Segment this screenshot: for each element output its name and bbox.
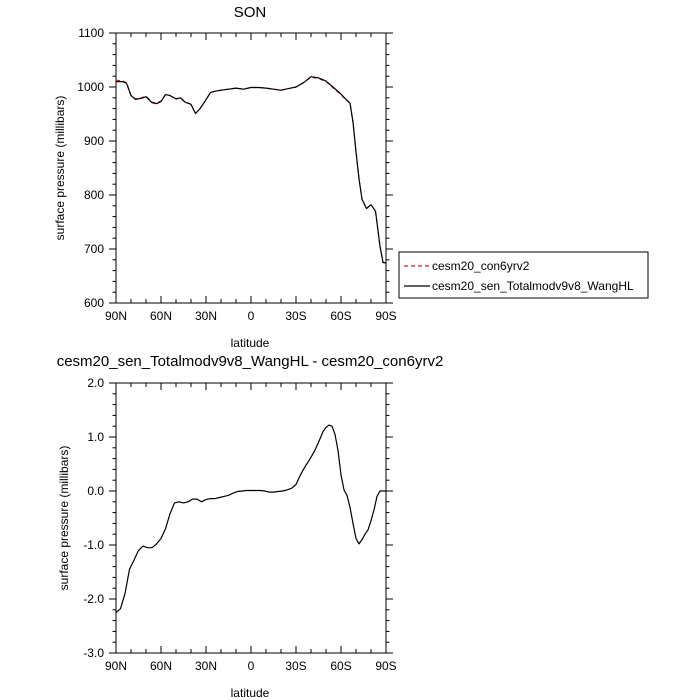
bottom-chart-xlabel: latitude — [231, 686, 270, 700]
bottom-chart-ylabel: surface pressure (millibars) — [57, 446, 71, 591]
legend-box — [398, 251, 649, 299]
bottom-xtick-label-3: 0 — [248, 659, 255, 673]
top-ytick-label-1: 700 — [84, 242, 104, 256]
top-series-line-1 — [116, 76, 387, 264]
top-xtick-label-3: 0 — [248, 309, 255, 323]
top-chart-title: SON — [234, 4, 267, 21]
bottom-plot-frame — [115, 382, 387, 654]
top-series-line-2 — [116, 76, 387, 264]
bottom-ytick-label-4: 1.0 — [87, 430, 104, 444]
bottom-chart-title: cesm20_sen_Totalmodv9v8_WangHL - cesm20_… — [57, 353, 444, 370]
bottom-xtick-label-0: 90N — [105, 659, 127, 673]
legend: cesm20_con6yrv2 cesm20_sen_Totalmodv9v8_… — [398, 251, 649, 299]
top-xtick-label-4: 30S — [285, 309, 306, 323]
top-xtick-label-6: 90S — [375, 309, 396, 323]
top-chart-xlabel: latitude — [231, 336, 270, 350]
legend-label-series-1: cesm20_con6yrv2 — [432, 259, 530, 273]
top-ytick-label-2: 800 — [84, 188, 104, 202]
top-panel: SON surface pressure (millibars) latitud… — [53, 4, 397, 350]
bottom-ytick-label-2: -1.0 — [83, 538, 104, 552]
top-ytick-label-5: 1100 — [78, 26, 104, 40]
legend-label-series-2: cesm20_sen_Totalmodv9v8_WangHL — [432, 279, 634, 293]
bottom-series-line-1 — [115, 424, 386, 613]
top-xtick-label-2: 30N — [195, 309, 217, 323]
top-xtick-label-1: 60N — [150, 309, 172, 323]
bottom-xtick-label-2: 30N — [195, 659, 217, 673]
top-ytick-label-0: 600 — [84, 296, 104, 310]
bottom-xtick-label-5: 60S — [330, 659, 351, 673]
bottom-ytick-label-0: -3.0 — [83, 646, 104, 660]
bottom-panel: cesm20_sen_Totalmodv9v8_WangHL - cesm20_… — [57, 353, 444, 700]
bottom-xtick-label-6: 90S — [375, 659, 396, 673]
top-chart-ylabel: surface pressure (millibars) — [53, 96, 67, 241]
bottom-ytick-label-5: 2.0 — [87, 376, 104, 390]
top-ytick-label-3: 900 — [84, 134, 104, 148]
bottom-xtick-label-4: 30S — [285, 659, 306, 673]
bottom-ytick-label-3: 0.0 — [87, 484, 104, 498]
top-plot-frame — [115, 32, 387, 304]
bottom-ytick-label-1: -2.0 — [83, 592, 104, 606]
top-xtick-label-0: 90N — [105, 309, 127, 323]
top-ytick-label-4: 1000 — [77, 80, 104, 94]
top-xtick-label-5: 60S — [330, 309, 351, 323]
bottom-xtick-label-1: 60N — [150, 659, 172, 673]
